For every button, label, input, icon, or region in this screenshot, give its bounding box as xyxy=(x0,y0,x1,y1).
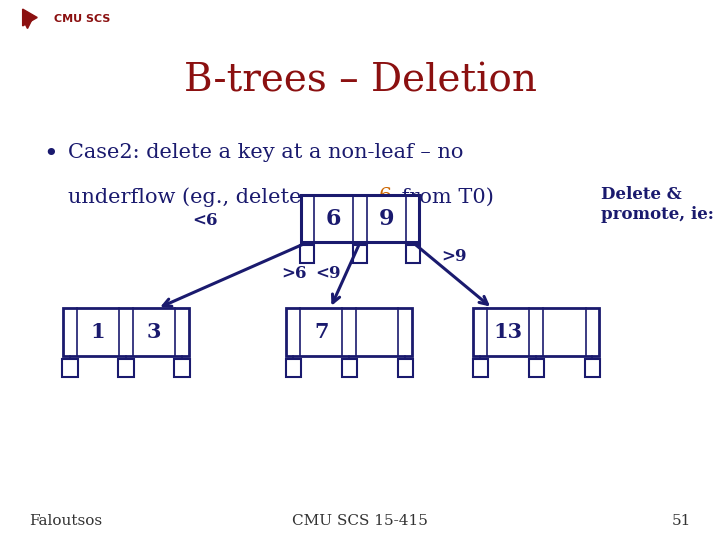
Bar xyxy=(286,359,301,376)
Text: 13: 13 xyxy=(494,322,523,342)
Bar xyxy=(287,308,413,356)
Text: •: • xyxy=(43,143,58,166)
Text: 7: 7 xyxy=(314,322,328,342)
Bar xyxy=(118,359,134,376)
Text: 6: 6 xyxy=(326,208,341,230)
Text: CMU SCS: CMU SCS xyxy=(54,14,110,24)
Bar xyxy=(174,359,189,376)
Text: 1: 1 xyxy=(91,322,105,342)
Bar xyxy=(585,359,600,376)
Bar xyxy=(405,245,420,263)
Bar xyxy=(353,245,367,263)
Text: <6: <6 xyxy=(192,212,218,229)
Text: Delete &
promote, ie:: Delete & promote, ie: xyxy=(601,186,714,223)
Text: <9: <9 xyxy=(315,265,341,282)
Text: 6: 6 xyxy=(378,187,392,206)
Text: B-trees – Deletion: B-trees – Deletion xyxy=(184,62,536,99)
Bar xyxy=(473,359,488,376)
Bar xyxy=(474,308,599,356)
Text: Case2: delete a key at a non-leaf – no: Case2: delete a key at a non-leaf – no xyxy=(68,143,464,162)
Bar xyxy=(528,359,544,376)
Text: 9: 9 xyxy=(379,208,394,230)
Bar xyxy=(301,195,419,242)
Text: CMU SCS 15-415: CMU SCS 15-415 xyxy=(292,514,428,528)
Bar xyxy=(63,359,78,376)
Bar xyxy=(300,245,315,263)
Text: 51: 51 xyxy=(672,514,691,528)
Text: from T0): from T0) xyxy=(395,187,494,206)
Bar xyxy=(341,359,357,376)
Text: 3: 3 xyxy=(147,322,161,342)
Text: underflow (eg., delete: underflow (eg., delete xyxy=(68,187,309,207)
Bar xyxy=(63,308,189,356)
Bar xyxy=(397,359,413,376)
Text: Faloutsos: Faloutsos xyxy=(29,514,102,528)
Text: >6: >6 xyxy=(281,265,307,282)
Text: >9: >9 xyxy=(441,248,467,265)
